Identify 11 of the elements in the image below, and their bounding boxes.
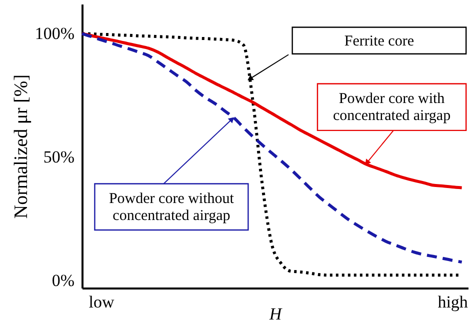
x-axis-title: H: [268, 304, 284, 324]
y-tick-label: 50%: [43, 148, 74, 167]
text: Powder core without concentrated airgap: [108, 190, 235, 224]
x-tick-label: high: [438, 292, 468, 312]
y-tick-label: 0%: [52, 271, 74, 290]
line-series: [80, 32, 464, 190]
y-axis-title: Normalized μr [%]: [10, 74, 32, 219]
annotation: Ferrite core: [344, 34, 414, 50]
series-label: Powder core with concentrated airgap: [332, 91, 451, 124]
x-tick-label: low: [88, 292, 115, 312]
y-tick-label: 100%: [34, 24, 74, 44]
